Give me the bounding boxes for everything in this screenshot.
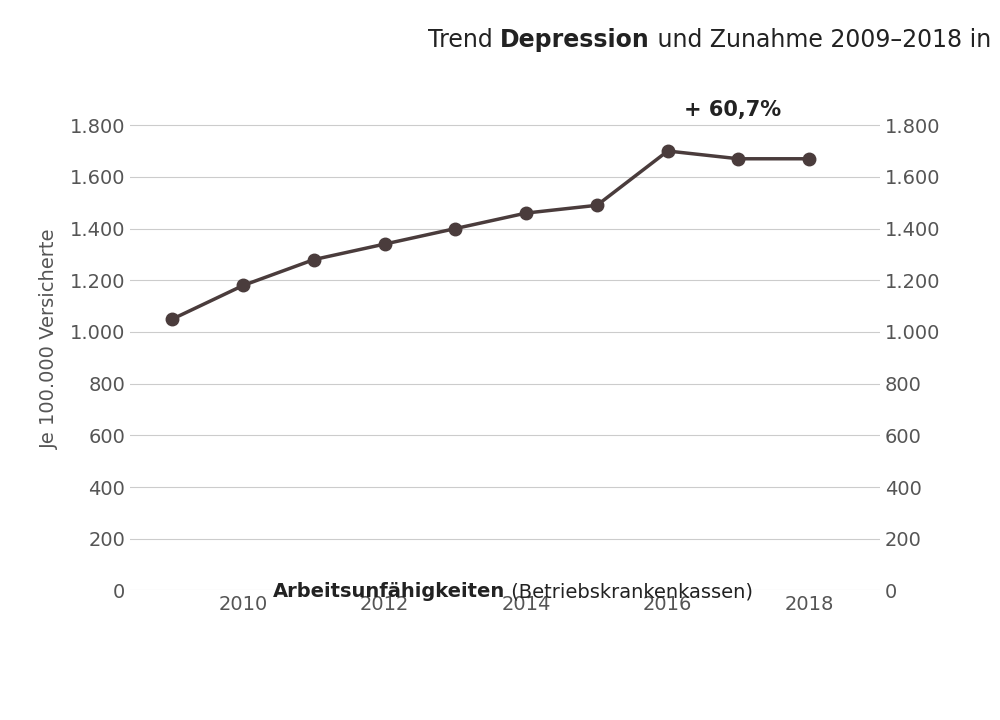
Text: + 60,7%: + 60,7% [684, 99, 781, 120]
Text: Depression: Depression [500, 27, 650, 52]
Y-axis label: Je 100.000 Versicherte: Je 100.000 Versicherte [40, 228, 59, 449]
Text: Trend: Trend [428, 27, 500, 52]
Text: Arbeitsunfähigkeiten: Arbeitsunfähigkeiten [273, 582, 505, 601]
Text: (Betriebskrankenkassen): (Betriebskrankenkassen) [505, 582, 753, 601]
Text: und Zunahme 2009–2018 in Prozent: und Zunahme 2009–2018 in Prozent [650, 27, 1000, 52]
